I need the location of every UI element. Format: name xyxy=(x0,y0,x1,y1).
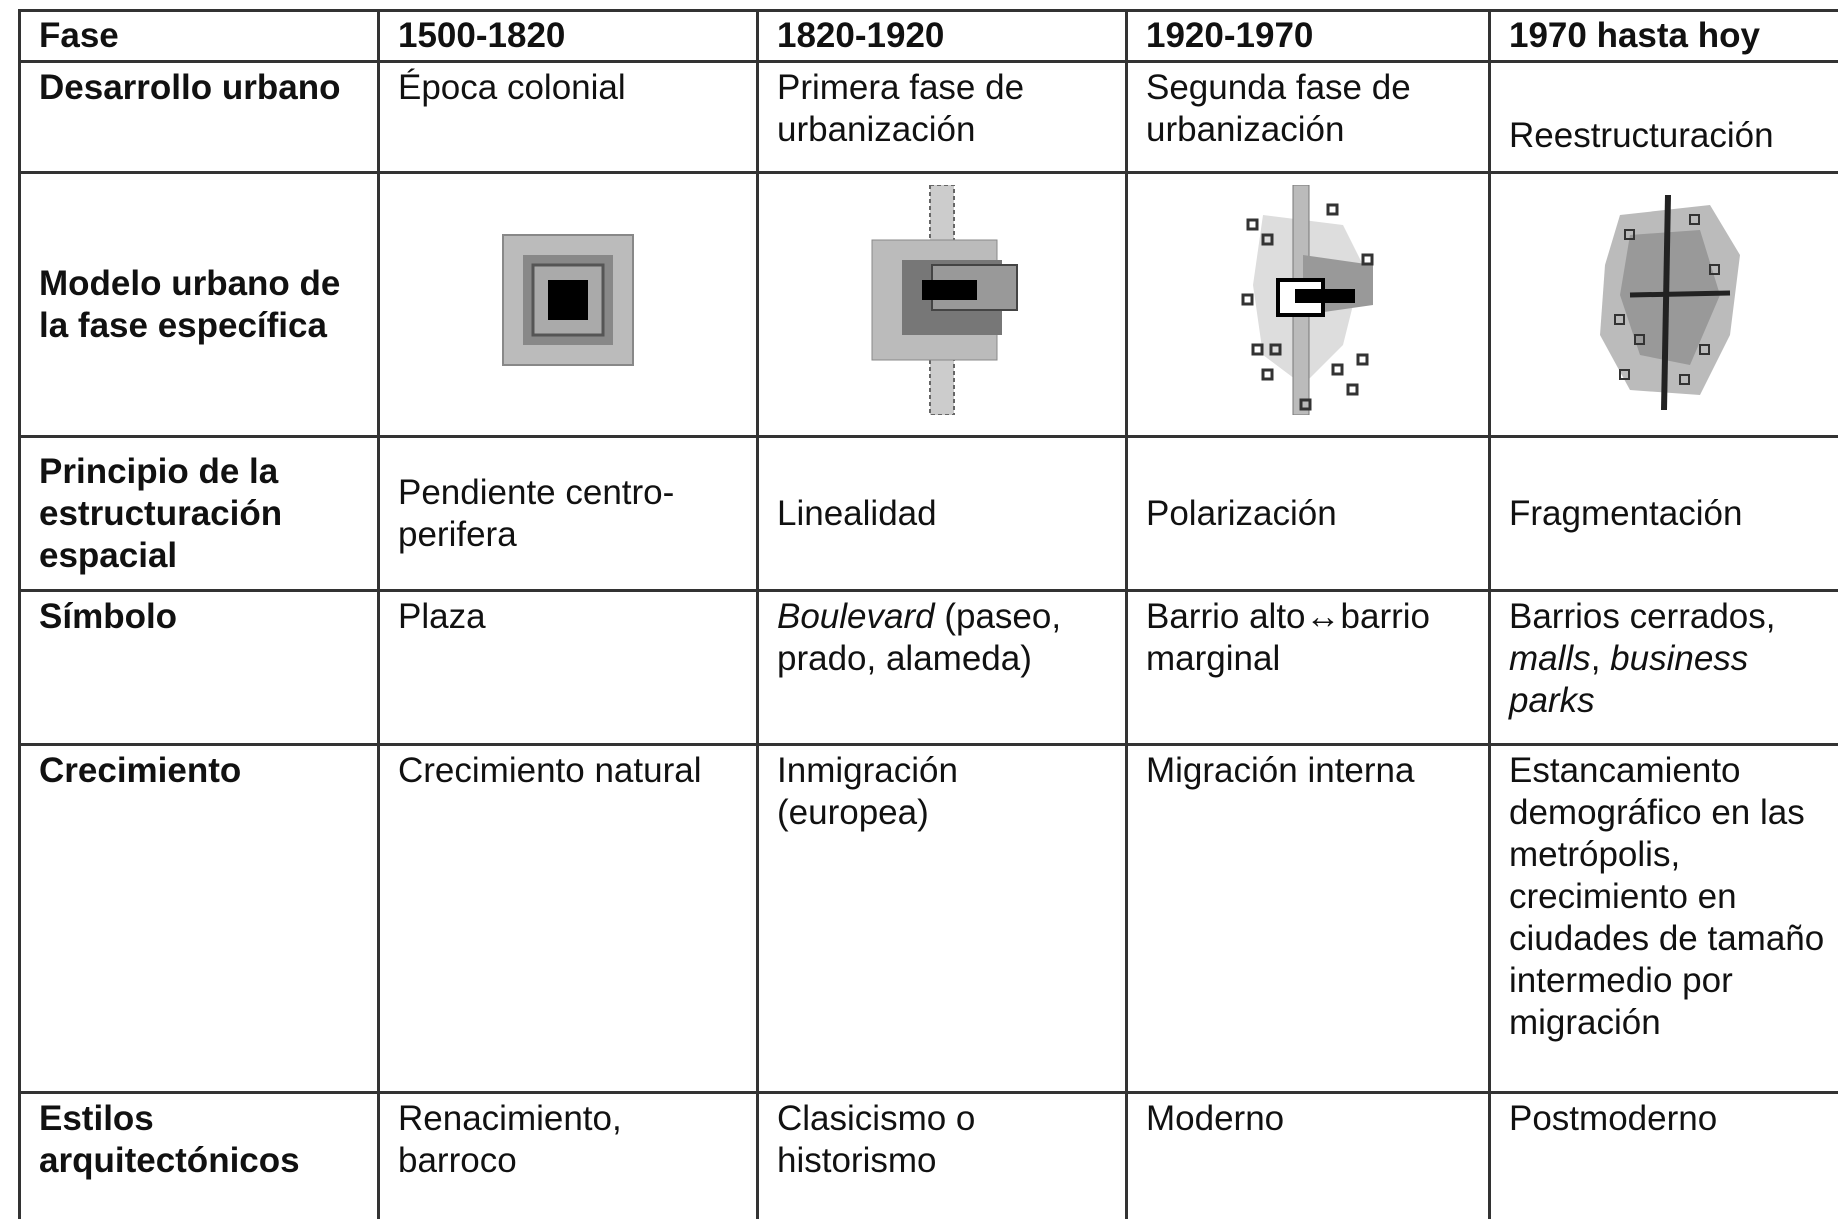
row: Principio de la estructuración espacial … xyxy=(18,435,1838,592)
model-colonial xyxy=(502,233,634,366)
cell: Plaza xyxy=(377,589,759,746)
cell: Renacimiento, barroco xyxy=(377,1091,759,1219)
row-label: Principio de la estructuración espacial xyxy=(18,435,380,592)
cell: Clasicismo o historismo xyxy=(756,1091,1128,1219)
cell: Fragmentación xyxy=(1488,435,1838,592)
row-label: Modelo urbano de la fase específica xyxy=(18,171,380,438)
cell: Polarización xyxy=(1125,435,1491,592)
table: Fase 1500-1820 1820-1920 1920-1970 1970 … xyxy=(18,9,1838,1219)
header-row: Fase 1500-1820 1820-1920 1920-1970 1970 … xyxy=(18,9,1838,63)
row-label: Desarrollo urbano xyxy=(18,60,380,174)
row-label: Crecimiento xyxy=(18,743,380,1094)
header-cell: 1820-1920 xyxy=(756,9,1128,63)
cell-italic: business parks xyxy=(1509,639,1749,720)
cell xyxy=(1125,171,1491,438)
cell: Primera fase de urbanización xyxy=(756,60,1128,174)
model-fragmented xyxy=(1599,194,1740,410)
cell: Barrio alto↔barrio marginal xyxy=(1125,589,1491,746)
cell: Época colonial xyxy=(377,60,759,174)
cell-italic: Boulevard xyxy=(777,597,935,636)
cell-text: , xyxy=(1590,639,1611,678)
cell: Boulevard (paseo, prado, alameda) xyxy=(756,589,1128,746)
model-polarized xyxy=(1241,184,1374,415)
cell: Estancamiento demográfico en las metrópo… xyxy=(1488,743,1838,1094)
cell: Barrios cerrados, malls, business parks xyxy=(1488,589,1838,746)
cell xyxy=(1488,171,1838,438)
row-label: Estilos arquitectónicos xyxy=(18,1091,380,1219)
cell: Crecimiento natural xyxy=(377,743,759,1094)
header-cell: 1920-1970 xyxy=(1125,9,1491,63)
cell: Linealidad xyxy=(756,435,1128,592)
cell: Postmoderno xyxy=(1488,1091,1838,1219)
cell xyxy=(756,171,1128,438)
cell: Pendiente centro-perifera xyxy=(377,435,759,592)
row: Modelo urbano de la fase específica xyxy=(18,171,1838,438)
header-cell: Fase xyxy=(18,9,380,63)
header-cell: 1500-1820 xyxy=(377,9,759,63)
row: Desarrollo urbano Época colonial Primera… xyxy=(18,60,1838,174)
row: Crecimiento Crecimiento natural Inmigrac… xyxy=(18,743,1838,1094)
cell-italic: malls xyxy=(1509,639,1591,678)
row-label: Símbolo xyxy=(18,589,380,746)
cell: Reestructuración xyxy=(1488,60,1838,174)
row: Símbolo Plaza Boulevard (paseo, prado, a… xyxy=(18,589,1838,746)
cell xyxy=(377,171,759,438)
cell: Moderno xyxy=(1125,1091,1491,1219)
header-cell: 1970 hasta hoy xyxy=(1488,9,1838,63)
row: Estilos arquitectónicos Renacimiento, ba… xyxy=(18,1091,1838,1219)
model-linear xyxy=(871,183,1018,416)
cell: Migración interna xyxy=(1125,743,1491,1094)
cell: Inmigración (europea) xyxy=(756,743,1128,1094)
cell: Segunda fase de urbanización xyxy=(1125,60,1491,174)
table-wrapper: Fase 1500-1820 1820-1920 1920-1970 1970 … xyxy=(18,9,1838,1219)
cell-text: Barrios cerrados, xyxy=(1509,597,1776,636)
cell-text: (paseo, prado, alameda) xyxy=(777,597,1062,678)
